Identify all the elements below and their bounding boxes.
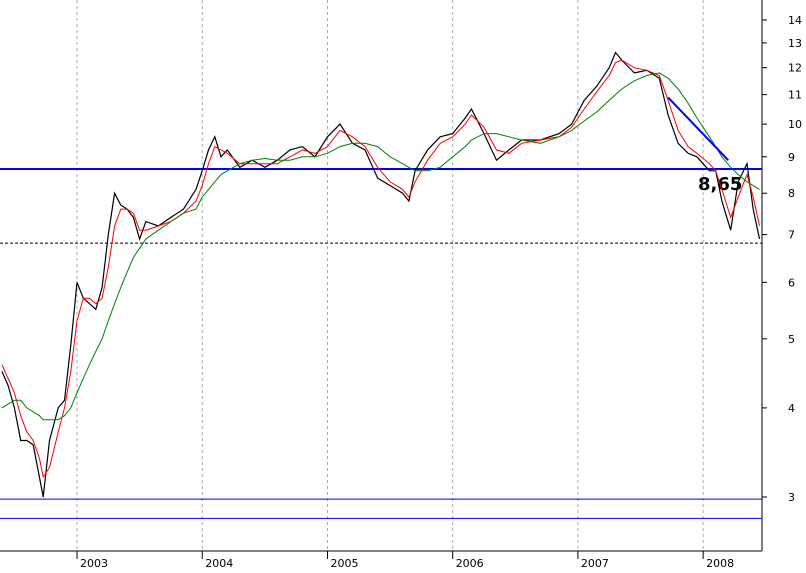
- moving-average: [1, 59, 760, 479]
- y-tick-label: 5: [788, 333, 795, 346]
- x-tick-label: 2005: [330, 557, 358, 569]
- y-tick-label: 11: [788, 89, 802, 102]
- y-tick-label: 9: [788, 151, 795, 164]
- trend-line: [667, 96, 729, 161]
- moving-average: [1, 72, 760, 421]
- x-tick-label: 2008: [706, 557, 734, 569]
- x-tick-label: 2004: [205, 557, 233, 569]
- y-tick-label: 13: [788, 37, 802, 50]
- y-tick-label: 4: [788, 402, 795, 415]
- y-tick-label: 7: [788, 229, 795, 242]
- y-tick-label: 14: [788, 14, 802, 27]
- x-tick-label: 2006: [456, 557, 484, 569]
- x-tick-label: 2007: [581, 557, 609, 569]
- y-tick-label: 12: [788, 62, 802, 75]
- price-line: [1, 51, 761, 498]
- y-tick-label: 6: [788, 276, 795, 289]
- x-tick-label: 2003: [80, 557, 108, 569]
- y-tick-label: 3: [788, 491, 795, 504]
- y-tick-label: 8: [788, 187, 795, 200]
- y-tick-label: 10: [788, 118, 802, 131]
